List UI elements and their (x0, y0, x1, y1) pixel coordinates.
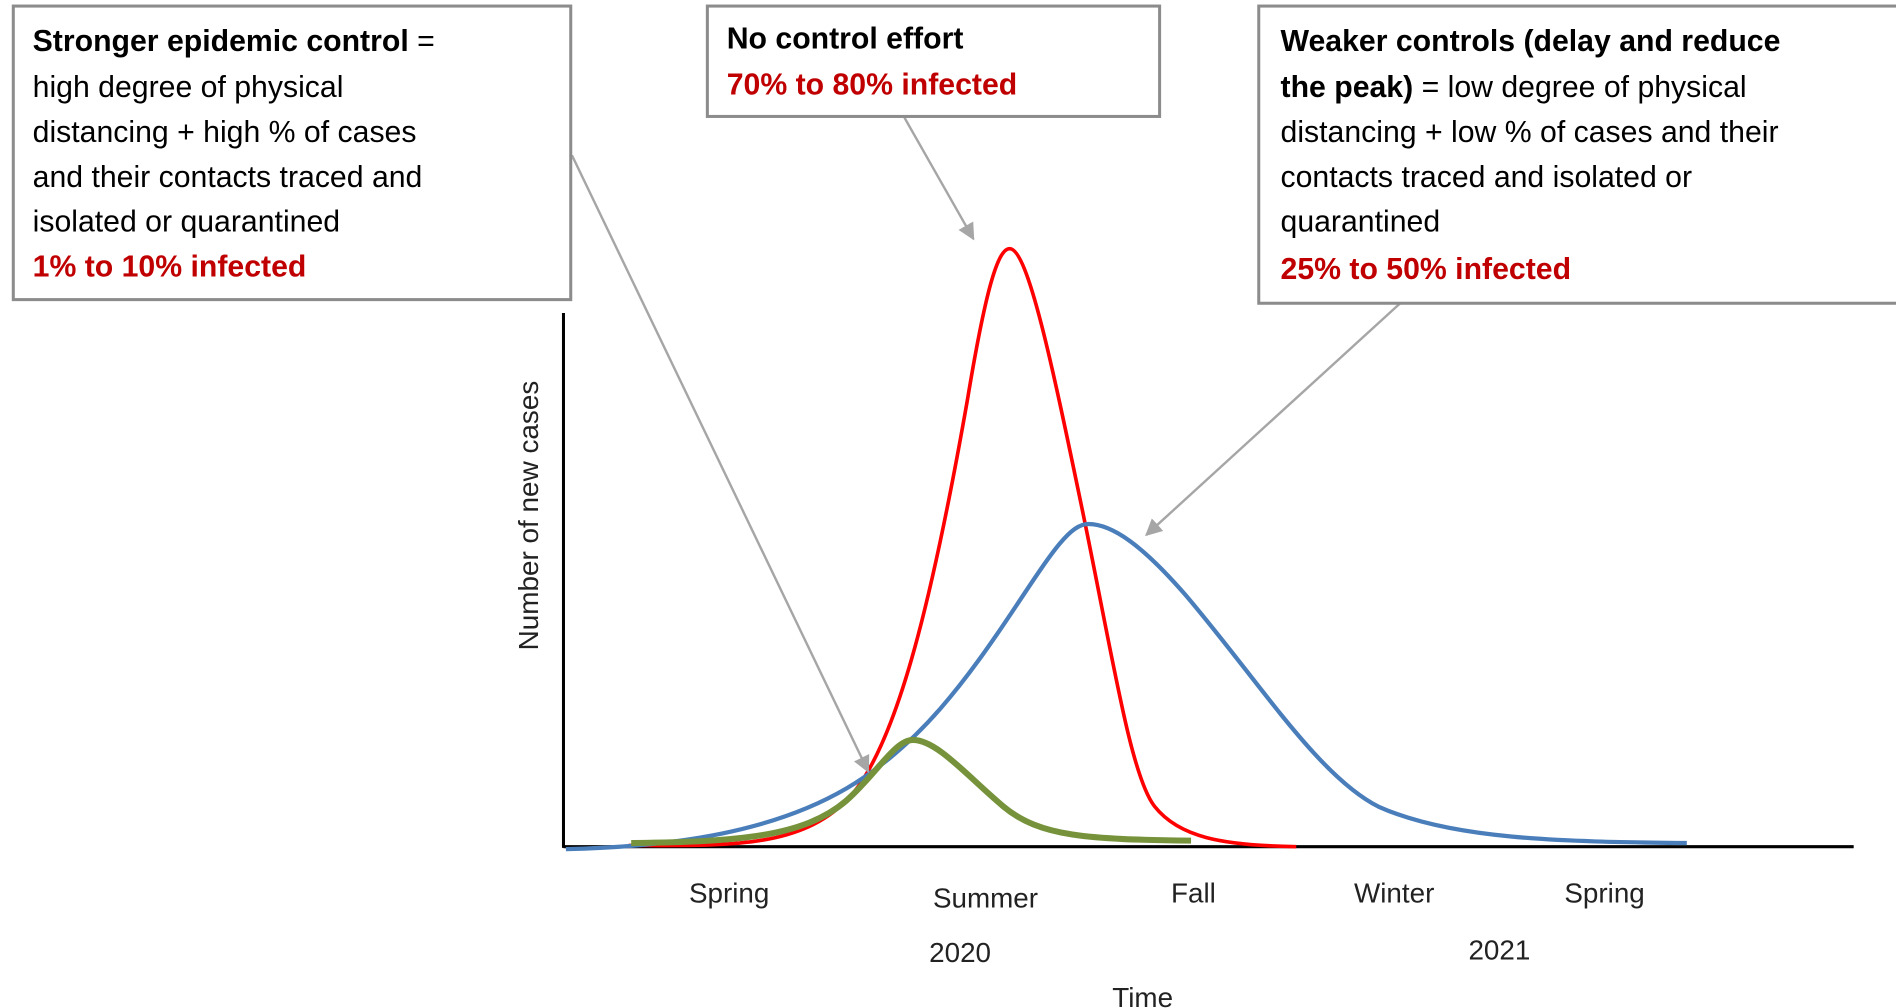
year-label: 2020 (929, 937, 991, 968)
box-text: high degree of physical (33, 71, 344, 104)
season-label: Spring (689, 877, 769, 908)
box-text: = low degree of physical (1422, 71, 1747, 104)
box-text: distancing + low % of cases and their (1281, 116, 1779, 149)
box-title: No control effort (727, 22, 964, 55)
text-box (11, 4, 573, 302)
arrow (903, 117, 975, 241)
box-text: quarantined (1281, 206, 1441, 239)
box-text: isolated or quarantined (33, 206, 340, 239)
box-line: Stronger epidemic control = (33, 25, 435, 58)
season-label: Summer (933, 882, 1038, 913)
x-axis-label: Time (1112, 982, 1173, 1008)
season-label: Spring (1564, 877, 1644, 908)
weak-control-curve (565, 521, 1687, 852)
season-label: Fall (1171, 877, 1216, 908)
box-text: = (417, 25, 435, 58)
box-title: Stronger epidemic control (33, 25, 409, 58)
box-text: contacts traced and isolated or (1281, 161, 1693, 194)
year-label: 2021 (1468, 934, 1530, 965)
box-text: and their contacts traced and (33, 161, 423, 194)
arrow (1145, 302, 1402, 537)
arrow (570, 154, 870, 773)
text-box (1257, 4, 1896, 305)
y-axis-label: Number of new cases (513, 381, 544, 651)
box-title: the peak) (1281, 71, 1414, 104)
season-label: Winter (1354, 877, 1434, 908)
box-title: Weaker controls (delay and reduce (1281, 25, 1781, 58)
box-result: 1% to 10% infected (33, 251, 307, 284)
box-result: 70% to 80% infected (727, 69, 1018, 102)
text-box (705, 4, 1162, 118)
no-control-curve (628, 246, 1297, 849)
box-text: distancing + high % of cases (33, 116, 417, 149)
strong-control-curve (631, 736, 1192, 847)
box-result: 25% to 50% infected (1281, 253, 1572, 286)
box-line: the peak) = low degree of physical (1281, 71, 1747, 104)
